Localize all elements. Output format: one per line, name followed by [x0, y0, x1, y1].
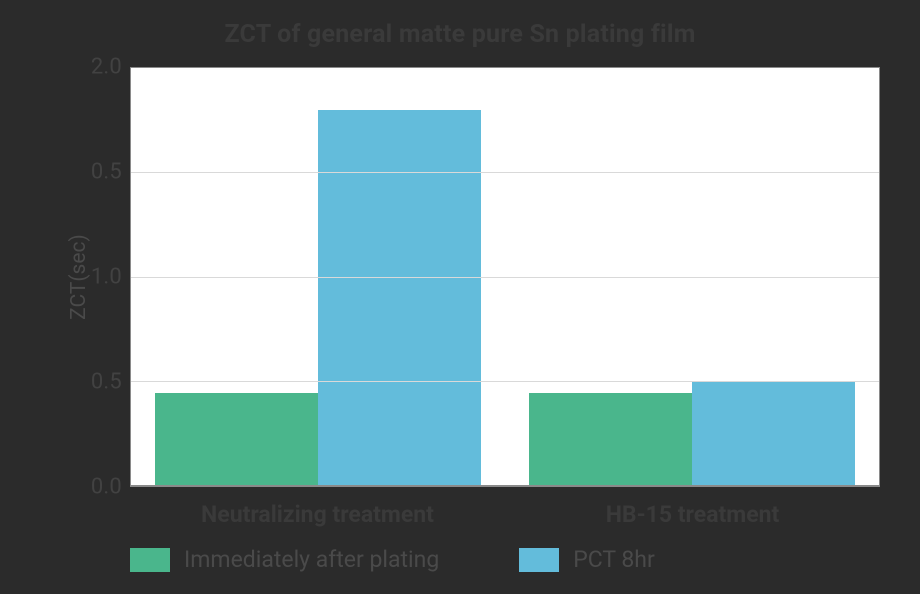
plot-outer: [130, 67, 880, 487]
spacer: [40, 501, 130, 528]
y-tick-label: 2.0: [91, 55, 122, 80]
y-tick-label: 1.0: [91, 265, 122, 290]
x-category-label: HB-15 treatment: [505, 501, 880, 528]
chart-body: ZCT(sec) 0.00.51.00.52.0: [40, 67, 880, 487]
gridline: [131, 172, 879, 173]
legend-label: Immediately after plating: [184, 546, 439, 573]
y-tick-label: 0.5: [91, 160, 122, 185]
x-category-label: Neutralizing treatment: [130, 501, 505, 528]
legend-item: PCT 8hr: [519, 546, 655, 573]
legend-swatch: [130, 548, 170, 572]
y-tick-label: 0.0: [91, 475, 122, 500]
x-axis-labels-row: Neutralizing treatmentHB-15 treatment: [40, 501, 880, 528]
bar: [155, 393, 318, 485]
bar: [529, 393, 692, 485]
plot-area: [130, 67, 880, 487]
legend-label: PCT 8hr: [573, 546, 655, 573]
gridline: [131, 277, 879, 278]
bar: [692, 381, 855, 485]
gridline: [131, 381, 879, 382]
legend-swatch: [519, 548, 559, 572]
legend: Immediately after plating PCT 8hr: [40, 546, 880, 573]
y-tick-label: 0.5: [91, 370, 122, 395]
y-axis-ticks: 0.00.51.00.52.0: [74, 67, 130, 487]
bar: [318, 110, 481, 485]
legend-item: Immediately after plating: [130, 546, 439, 573]
x-axis-labels: Neutralizing treatmentHB-15 treatment: [130, 501, 880, 528]
chart-title: ZCT of general matte pure Sn plating fil…: [40, 20, 880, 49]
chart-container: ZCT of general matte pure Sn plating fil…: [0, 0, 920, 594]
y-axis-label-column: ZCT(sec): [40, 67, 74, 487]
